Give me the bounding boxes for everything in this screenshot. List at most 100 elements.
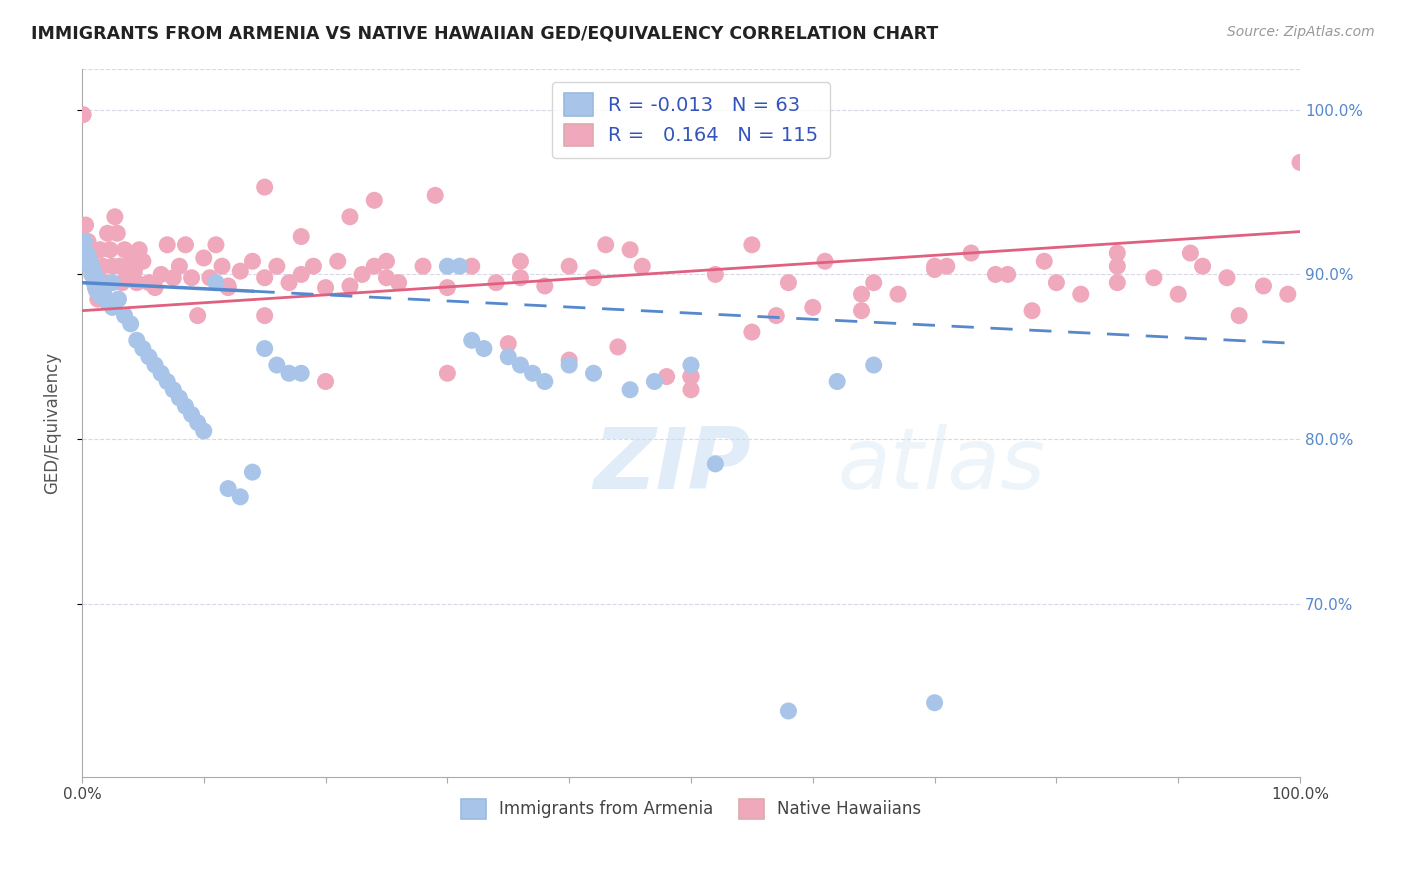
Point: [96, 295, 118, 310]
Point: [187, 416, 209, 430]
Point: [498, 350, 520, 364]
Point: [509, 270, 531, 285]
Point: [1021, 303, 1043, 318]
Point: [741, 325, 763, 339]
Point: [217, 280, 239, 294]
Point: [93, 287, 115, 301]
Point: [174, 399, 197, 413]
Point: [82, 268, 104, 282]
Point: [143, 358, 166, 372]
Point: [211, 259, 233, 273]
Point: [582, 270, 605, 285]
Point: [84, 280, 107, 294]
Point: [242, 254, 264, 268]
Point: [997, 268, 1019, 282]
Point: [533, 375, 555, 389]
Point: [77, 235, 100, 249]
Y-axis label: GED/Equivalency: GED/Equivalency: [44, 351, 60, 494]
Point: [266, 358, 288, 372]
Point: [253, 180, 276, 194]
Point: [105, 226, 128, 240]
Point: [619, 243, 641, 257]
Point: [498, 336, 520, 351]
Point: [1227, 309, 1250, 323]
Point: [619, 383, 641, 397]
Text: ZIP: ZIP: [593, 424, 751, 507]
Point: [73, 235, 96, 249]
Point: [107, 292, 129, 306]
Point: [96, 226, 118, 240]
Point: [84, 272, 107, 286]
Point: [339, 279, 361, 293]
Point: [193, 251, 215, 265]
Point: [138, 276, 160, 290]
Point: [82, 262, 104, 277]
Point: [162, 383, 184, 397]
Point: [89, 243, 111, 257]
Point: [1180, 246, 1202, 260]
Point: [851, 303, 873, 318]
Point: [375, 254, 398, 268]
Point: [132, 254, 155, 268]
Point: [198, 270, 221, 285]
Point: [162, 270, 184, 285]
Point: [143, 280, 166, 294]
Point: [205, 276, 228, 290]
Point: [425, 188, 447, 202]
Point: [75, 246, 97, 260]
Point: [128, 243, 150, 257]
Point: [1045, 276, 1067, 290]
Point: [138, 350, 160, 364]
Point: [315, 375, 337, 389]
Point: [595, 237, 617, 252]
Point: [315, 280, 337, 294]
Point: [290, 229, 312, 244]
Point: [363, 259, 385, 273]
Point: [960, 246, 983, 260]
Point: [278, 276, 301, 290]
Point: [132, 342, 155, 356]
Point: [114, 309, 136, 323]
Point: [582, 366, 605, 380]
Point: [290, 268, 312, 282]
Point: [741, 237, 763, 252]
Text: IMMIGRANTS FROM ARMENIA VS NATIVE HAWAIIAN GED/EQUIVALENCY CORRELATION CHART: IMMIGRANTS FROM ARMENIA VS NATIVE HAWAII…: [31, 25, 938, 43]
Point: [472, 342, 495, 356]
Text: atlas: atlas: [837, 424, 1045, 507]
Point: [1289, 155, 1312, 169]
Point: [558, 358, 581, 372]
Point: [862, 358, 884, 372]
Point: [851, 287, 873, 301]
Point: [124, 264, 146, 278]
Point: [76, 251, 98, 265]
Point: [87, 280, 110, 294]
Point: [253, 309, 276, 323]
Point: [180, 270, 202, 285]
Point: [101, 301, 124, 315]
Point: [679, 358, 702, 372]
Point: [643, 375, 665, 389]
Point: [461, 259, 484, 273]
Point: [801, 301, 824, 315]
Point: [1107, 259, 1129, 273]
Point: [115, 259, 138, 273]
Point: [121, 251, 143, 265]
Text: Source: ZipAtlas.com: Source: ZipAtlas.com: [1227, 25, 1375, 39]
Point: [82, 264, 104, 278]
Point: [533, 279, 555, 293]
Point: [924, 262, 946, 277]
Point: [125, 276, 148, 290]
Point: [242, 465, 264, 479]
Point: [778, 276, 800, 290]
Point: [339, 210, 361, 224]
Point: [253, 342, 276, 356]
Point: [217, 482, 239, 496]
Point: [205, 237, 228, 252]
Point: [91, 259, 114, 273]
Point: [180, 408, 202, 422]
Point: [217, 279, 239, 293]
Point: [229, 490, 252, 504]
Point: [765, 309, 787, 323]
Point: [89, 289, 111, 303]
Point: [1107, 276, 1129, 290]
